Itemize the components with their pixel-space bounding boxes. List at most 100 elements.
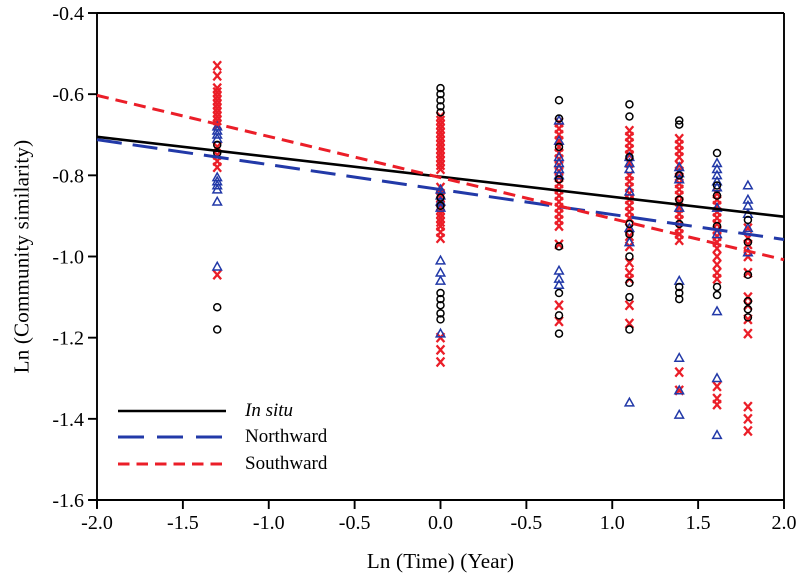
- data-point-southward: [435, 119, 446, 130]
- data-point-in-situ: [625, 112, 634, 121]
- data-point-southward: [554, 239, 564, 250]
- data-point-northward: [434, 327, 447, 338]
- y-tick-label: -1.2: [52, 328, 84, 350]
- data-point-in-situ: [674, 116, 684, 125]
- data-point-southward: [435, 216, 446, 228]
- data-point-southward: [712, 273, 722, 285]
- data-point-southward: [435, 147, 446, 159]
- data-point-southward: [743, 328, 753, 339]
- data-point-in-situ: [743, 215, 753, 225]
- data-point-northward: [211, 195, 223, 206]
- data-point-southward: [435, 127, 446, 138]
- data-point-northward: [673, 384, 685, 395]
- data-point-in-situ: [212, 325, 222, 334]
- data-point-southward: [743, 401, 753, 412]
- data-point-southward: [435, 151, 446, 163]
- data-point-southward: [712, 259, 722, 270]
- data-point-southward: [212, 107, 222, 118]
- data-point-northward: [553, 114, 565, 125]
- data-point-southward: [674, 151, 685, 163]
- data-point-southward: [712, 381, 722, 392]
- data-point-southward: [624, 299, 635, 311]
- data-point-northward: [711, 175, 723, 186]
- data-point-in-situ: [674, 120, 684, 129]
- data-point-southward: [712, 399, 722, 410]
- data-point-northward: [553, 264, 565, 275]
- data-point-in-situ: [436, 108, 445, 117]
- x-tick-label: -0.5: [511, 512, 543, 534]
- data-point-southward: [212, 111, 222, 122]
- data-point-in-situ: [743, 313, 753, 322]
- data-point-in-situ: [212, 140, 222, 150]
- data-point-northward: [434, 266, 447, 277]
- data-point-southward: [212, 161, 222, 173]
- data-point-in-situ: [436, 294, 445, 304]
- data-point-southward: [743, 239, 753, 250]
- data-point-in-situ: [436, 96, 445, 105]
- data-point-in-situ: [554, 288, 564, 298]
- data-point-northward: [711, 181, 723, 192]
- data-point-southward: [212, 95, 222, 106]
- data-point-southward: [435, 123, 446, 134]
- data-point-northward: [623, 163, 636, 174]
- data-point-southward: [674, 235, 685, 246]
- data-point-northward: [211, 260, 223, 271]
- data-point-southward: [435, 356, 446, 368]
- data-point-southward: [435, 212, 446, 224]
- data-point-in-situ: [625, 292, 634, 302]
- data-point-southward: [435, 155, 446, 167]
- data-point-southward: [212, 60, 222, 72]
- legend-label-southward: Southward: [245, 453, 328, 474]
- data-point-in-situ: [436, 89, 445, 99]
- data-point-southward: [743, 425, 753, 437]
- data-point-northward: [711, 429, 723, 440]
- data-point-northward: [711, 228, 723, 239]
- data-point-southward: [435, 115, 446, 126]
- data-point-northward: [623, 157, 636, 168]
- data-point-in-situ: [743, 270, 753, 280]
- data-point-in-situ: [712, 282, 722, 292]
- data-point-northward: [673, 352, 685, 363]
- data-point-in-situ: [436, 315, 445, 324]
- data-point-southward: [435, 135, 446, 147]
- data-point-northward: [711, 157, 723, 168]
- data-point-in-situ: [674, 282, 684, 292]
- data-point-in-situ: [625, 278, 634, 288]
- data-point-in-situ: [674, 294, 684, 304]
- data-point-in-situ: [625, 252, 634, 261]
- y-tick-label: -0.8: [52, 165, 84, 187]
- data-point-in-situ: [436, 309, 445, 318]
- x-tick-label: 2.0: [772, 512, 797, 534]
- data-point-southward: [435, 143, 446, 155]
- data-point-southward: [212, 269, 222, 281]
- y-tick-label: -1.0: [52, 247, 84, 269]
- data-point-southward: [435, 139, 446, 151]
- data-point-southward: [212, 70, 222, 82]
- data-point-southward: [554, 220, 564, 232]
- data-point-southward: [743, 314, 753, 325]
- data-point-in-situ: [554, 96, 564, 105]
- data-point-northward: [434, 254, 447, 265]
- data-point-northward: [553, 278, 565, 289]
- data-point-in-situ: [436, 300, 445, 310]
- data-point-in-situ: [712, 181, 722, 190]
- data-point-southward: [674, 366, 685, 378]
- data-point-southward: [212, 103, 222, 114]
- data-point-in-situ: [212, 302, 222, 312]
- data-point-northward: [553, 151, 565, 162]
- data-point-northward: [673, 408, 685, 419]
- trend-line-northward: [96, 138, 785, 241]
- data-point-in-situ: [554, 114, 564, 123]
- data-point-southward: [212, 99, 222, 110]
- y-tick-label: -0.6: [52, 84, 84, 106]
- data-point-southward: [435, 232, 446, 244]
- data-point-northward: [742, 179, 754, 190]
- data-point-in-situ: [436, 288, 445, 298]
- data-point-southward: [435, 344, 446, 356]
- data-point-in-situ: [712, 148, 722, 158]
- y-tick-label: -1.4: [52, 409, 84, 431]
- data-point-northward: [434, 201, 447, 212]
- data-point-southward: [435, 163, 446, 175]
